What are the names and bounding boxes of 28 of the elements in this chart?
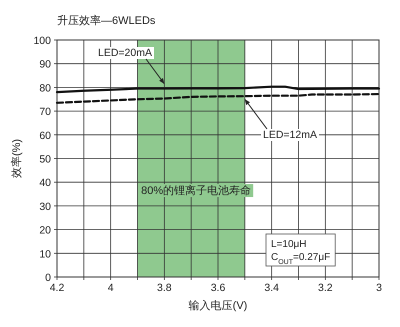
x-tick-label: 3.8 [157, 282, 172, 294]
y-tick-label: 100 [33, 35, 52, 47]
band-label: 80%的锂离子电池寿命 [141, 184, 252, 198]
x-tick-label: 3.4 [264, 282, 280, 294]
x-tick-label: 4.2 [50, 282, 64, 294]
y-tick-label: 50 [39, 154, 52, 166]
x-tick-label: 3.6 [210, 282, 226, 294]
y-tick-label: 80 [39, 82, 52, 94]
x-tick-label: 4 [108, 282, 114, 294]
x-axis-title: 输入电压(V) [188, 299, 248, 312]
y-axis-title: 效率(%) [10, 138, 23, 178]
y-tick-label: 30 [39, 200, 52, 213]
x-tick-label: 3 [376, 282, 382, 294]
line-series [56, 92, 380, 104]
annotation: C$_{OUT}$=0.27μF [271, 252, 330, 266]
text: LED=12mA [263, 129, 317, 141]
y-tick-label: 70 [39, 106, 52, 118]
chart-title: 升压效率—6WLEDs [57, 14, 156, 27]
y-tick-label: 60 [39, 130, 52, 142]
y-tick-label: 10 [39, 248, 52, 260]
note-box: L=10μH C$_{OUT}$=0.27μF [266, 234, 336, 266]
x-tick-label: 3.2 [318, 282, 333, 294]
y-tick-label: 0 [45, 272, 52, 284]
y-tick-label: 20 [39, 224, 52, 237]
text: LED=20mA [98, 47, 152, 59]
annotation: L=10μH [271, 239, 307, 250]
y-tick-label: 40 [39, 177, 52, 190]
y-tick-label: 90 [39, 58, 52, 71]
